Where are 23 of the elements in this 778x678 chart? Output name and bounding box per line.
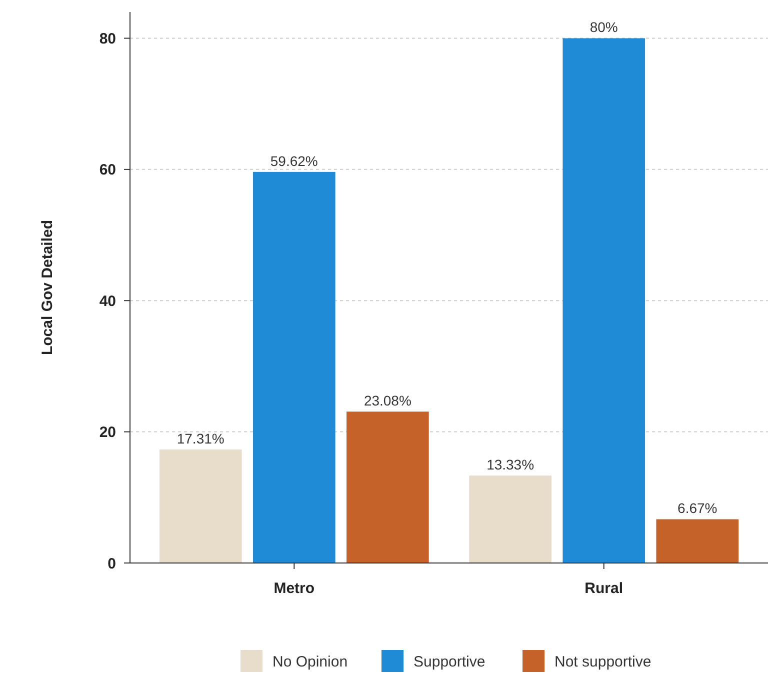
x-tick-label: Rural bbox=[584, 580, 624, 597]
data-label: 17.31% bbox=[176, 430, 224, 446]
data-label: 23.08% bbox=[364, 392, 412, 409]
bar bbox=[469, 476, 552, 563]
data-label: 80% bbox=[590, 19, 618, 36]
y-tick-label: 20 bbox=[99, 424, 116, 442]
bar bbox=[159, 449, 242, 563]
data-label: 59.62% bbox=[270, 152, 318, 169]
y-tick-label: 40 bbox=[99, 292, 116, 310]
y-tick-label: 80 bbox=[99, 30, 116, 48]
y-axis-title: Local Gov Detailed bbox=[39, 220, 56, 356]
data-label: 6.67% bbox=[678, 500, 718, 516]
bar bbox=[562, 38, 646, 563]
bar bbox=[346, 412, 429, 563]
legend-label: No Opinion bbox=[272, 653, 348, 670]
y-tick-label: 60 bbox=[99, 162, 116, 179]
x-tick-label: Metro bbox=[274, 580, 315, 597]
y-tick-label: 0 bbox=[108, 555, 116, 572]
bar bbox=[252, 172, 336, 563]
bar bbox=[656, 519, 739, 563]
legend-label: Not supportive bbox=[554, 653, 652, 670]
data-label: 13.33% bbox=[486, 456, 534, 473]
legend-label: Supportive bbox=[414, 653, 486, 670]
